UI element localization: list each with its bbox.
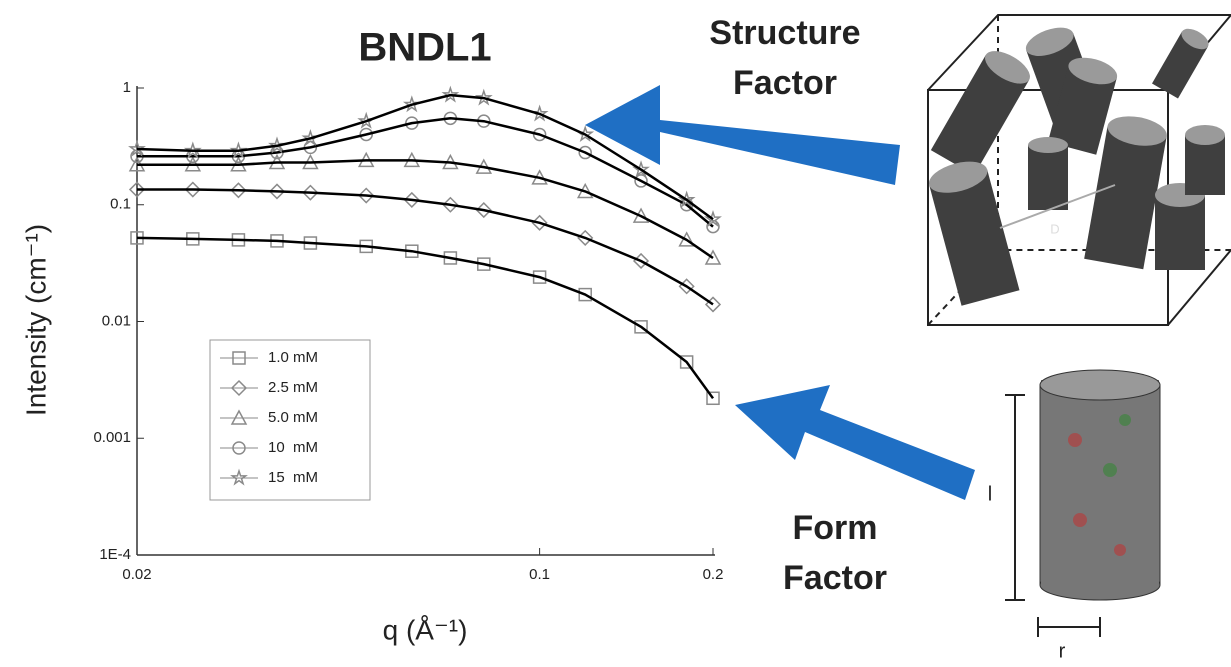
y-axis-label: Intensity (cm⁻¹)	[20, 224, 51, 416]
y-tick-label: 0.001	[93, 429, 131, 446]
form-diagram	[1005, 370, 1160, 637]
annotation: Structure	[709, 14, 860, 52]
y-tick-label: 0.1	[110, 196, 131, 213]
y-tick-label: 1	[123, 79, 131, 96]
arrow	[735, 385, 975, 500]
annotation: l	[988, 483, 992, 505]
annotation: Factor	[783, 559, 887, 597]
legend-label: 1.0 mM	[268, 349, 318, 366]
x-tick-label: 0.1	[529, 566, 550, 583]
fit-line	[137, 160, 713, 258]
cylinders	[926, 22, 1225, 306]
chart-title: BNDL1	[358, 26, 491, 70]
annotation: Form	[793, 509, 878, 547]
figure: BNDL1 Intensity (cm⁻¹) q (Å⁻¹)	[0, 0, 1231, 662]
fit-line	[137, 190, 713, 305]
x-axis-label: q (Å⁻¹)	[383, 614, 468, 645]
y-tick-label: 1E-4	[99, 546, 131, 563]
annotation: Factor	[733, 64, 837, 102]
legend-label: 15 mM	[268, 469, 318, 486]
y-tick-label: 0.01	[102, 312, 131, 329]
annotation: D	[1050, 221, 1059, 236]
annotation: r	[1059, 640, 1066, 662]
x-tick-label: 0.02	[122, 566, 151, 583]
legend-label: 5.0 mM	[268, 409, 318, 426]
x-tick-label: 0.2	[703, 566, 724, 583]
legend-label: 10 mM	[268, 439, 318, 456]
legend-label: 2.5 mM	[268, 379, 318, 396]
marker	[706, 297, 720, 311]
